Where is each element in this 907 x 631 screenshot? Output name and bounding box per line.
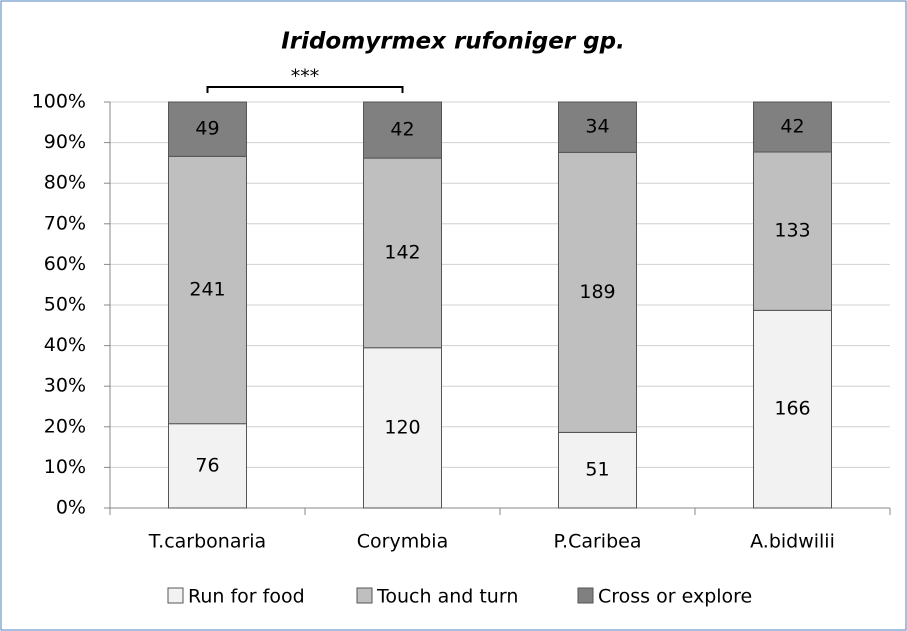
annotation: ***: [291, 66, 320, 88]
bar-segment: [753, 101, 832, 153]
data-label: 76: [195, 454, 219, 476]
legend-label: Cross or explore: [598, 586, 752, 608]
x-tick-label: P.Caribea: [554, 531, 642, 553]
bar-segment: [363, 347, 442, 509]
bar-segment: [363, 101, 442, 159]
data-label: 166: [774, 398, 810, 420]
data-label: 142: [384, 241, 420, 263]
y-tick-label: 70%: [44, 212, 86, 234]
bar-segment: [558, 101, 637, 153]
data-label: 34: [585, 116, 609, 138]
y-tick-label: 80%: [44, 172, 86, 194]
legend-label: Touch and turn: [376, 586, 518, 608]
y-tick-label: 50%: [44, 294, 86, 316]
legend-swatch: [577, 587, 594, 604]
bar-segment: [363, 157, 442, 349]
y-tick-label: 40%: [44, 334, 86, 356]
data-label: 49: [195, 118, 219, 140]
x-tick-label: A.bidwilii: [750, 531, 835, 553]
bar-segment: [168, 423, 247, 509]
x-tick-label: T.carbonaria: [148, 531, 266, 553]
y-tick-label: 90%: [44, 131, 86, 153]
data-label: 42: [390, 119, 414, 141]
y-tick-label: 20%: [44, 415, 86, 437]
data-label: 120: [384, 416, 420, 438]
bar-segment: [753, 309, 832, 509]
data-label: 241: [189, 279, 225, 301]
legend-swatch: [167, 587, 184, 604]
bar-segment: [168, 101, 247, 157]
bar-segment: [753, 151, 832, 311]
bar-segment: [168, 155, 247, 425]
y-tick-label: 0%: [56, 497, 86, 519]
bar-segment: [558, 151, 637, 433]
x-tick-label: Corymbia: [357, 531, 448, 553]
y-tick-label: 60%: [44, 253, 86, 275]
data-label: 133: [774, 220, 810, 242]
bar-segment: [558, 431, 637, 509]
data-label: 189: [579, 281, 615, 303]
legend-swatch: [356, 587, 373, 604]
y-tick-label: 100%: [32, 91, 86, 113]
y-tick-label: 10%: [44, 456, 86, 478]
data-label: 42: [780, 116, 804, 138]
data-label: 51: [585, 459, 609, 481]
significance-bracket: [206, 86, 404, 93]
legend-label: Run for food: [188, 586, 305, 608]
chart-title: Iridomyrmex rufoniger gp.: [281, 29, 625, 55]
y-tick-label: 30%: [44, 375, 86, 397]
